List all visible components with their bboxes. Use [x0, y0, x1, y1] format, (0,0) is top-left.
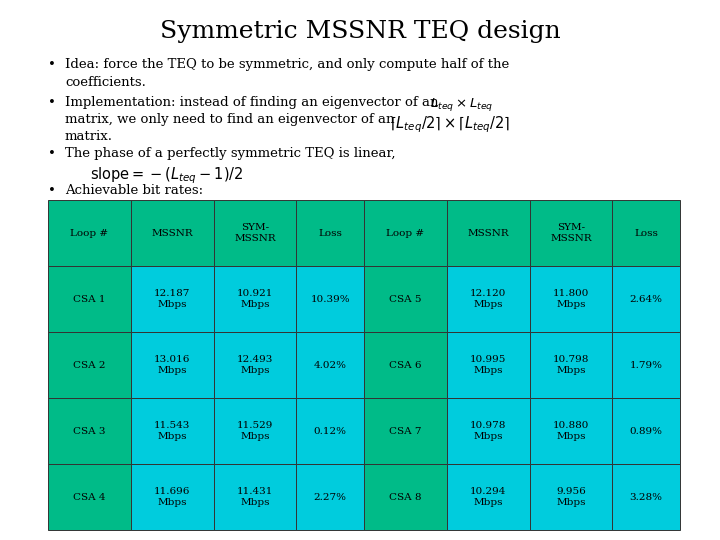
- Text: 10.978
Mbps: 10.978 Mbps: [470, 421, 506, 441]
- Bar: [131, 398, 214, 464]
- Text: 4.02%: 4.02%: [314, 361, 346, 369]
- Bar: [214, 398, 297, 464]
- Bar: [612, 464, 680, 530]
- Bar: [447, 266, 529, 332]
- Bar: [214, 332, 297, 398]
- Text: 10.294
Mbps: 10.294 Mbps: [470, 487, 506, 507]
- Text: •: •: [48, 184, 56, 197]
- Text: 1.79%: 1.79%: [630, 361, 662, 369]
- Bar: [529, 464, 612, 530]
- Bar: [612, 332, 680, 398]
- Bar: [48, 464, 131, 530]
- Text: The phase of a perfectly symmetric TEQ is linear,: The phase of a perfectly symmetric TEQ i…: [65, 147, 395, 160]
- Text: 10.39%: 10.39%: [310, 294, 350, 303]
- Text: 10.880
Mbps: 10.880 Mbps: [553, 421, 589, 441]
- Text: 0.12%: 0.12%: [314, 427, 346, 435]
- Text: CSA 7: CSA 7: [389, 427, 422, 435]
- Text: $\mathrm{slope} = -(L_{teq} - 1)/2$: $\mathrm{slope} = -(L_{teq} - 1)/2$: [90, 165, 243, 186]
- Text: •: •: [48, 58, 56, 71]
- Bar: [529, 200, 612, 266]
- Text: CSA 1: CSA 1: [73, 294, 106, 303]
- Text: •: •: [48, 96, 56, 109]
- Text: CSA 6: CSA 6: [389, 361, 422, 369]
- Text: matrix, we only need to find an eigenvector of an: matrix, we only need to find an eigenvec…: [65, 113, 395, 126]
- Text: 12.493
Mbps: 12.493 Mbps: [237, 355, 273, 375]
- Text: SYM-
MSSNR: SYM- MSSNR: [234, 223, 276, 243]
- Bar: [297, 464, 364, 530]
- Bar: [529, 332, 612, 398]
- Text: $L_{teq} \times L_{teq}$: $L_{teq} \times L_{teq}$: [430, 96, 493, 113]
- Bar: [214, 266, 297, 332]
- Text: CSA 8: CSA 8: [389, 492, 422, 502]
- Text: Symmetric MSSNR TEQ design: Symmetric MSSNR TEQ design: [160, 20, 560, 43]
- Text: 11.431
Mbps: 11.431 Mbps: [237, 487, 273, 507]
- Text: 13.016
Mbps: 13.016 Mbps: [154, 355, 190, 375]
- Text: Loop #: Loop #: [71, 228, 109, 238]
- Text: Idea: force the TEQ to be symmetric, and only compute half of the
coefficients.: Idea: force the TEQ to be symmetric, and…: [65, 58, 509, 89]
- Bar: [447, 464, 529, 530]
- Text: Loss: Loss: [634, 228, 658, 238]
- Text: $\lceil L_{teq}/2 \rceil \times \lceil L_{teq}/2 \rceil$: $\lceil L_{teq}/2 \rceil \times \lceil L…: [390, 114, 510, 134]
- Bar: [48, 398, 131, 464]
- Text: 3.28%: 3.28%: [630, 492, 662, 502]
- Bar: [131, 266, 214, 332]
- Text: Loop #: Loop #: [387, 228, 425, 238]
- Bar: [297, 266, 364, 332]
- Text: 12.187
Mbps: 12.187 Mbps: [154, 289, 190, 309]
- Text: 9.956
Mbps: 9.956 Mbps: [556, 487, 586, 507]
- Text: MSSNR: MSSNR: [151, 228, 193, 238]
- Text: 2.27%: 2.27%: [314, 492, 346, 502]
- Text: CSA 2: CSA 2: [73, 361, 106, 369]
- Bar: [48, 200, 131, 266]
- Text: SYM-
MSSNR: SYM- MSSNR: [550, 223, 592, 243]
- Text: CSA 3: CSA 3: [73, 427, 106, 435]
- Bar: [364, 332, 447, 398]
- Text: 11.543
Mbps: 11.543 Mbps: [154, 421, 190, 441]
- Bar: [364, 464, 447, 530]
- Bar: [364, 200, 447, 266]
- Text: Loss: Loss: [318, 228, 342, 238]
- Text: •: •: [48, 147, 56, 160]
- Bar: [48, 266, 131, 332]
- Bar: [131, 200, 214, 266]
- Text: CSA 5: CSA 5: [389, 294, 422, 303]
- Text: MSSNR: MSSNR: [467, 228, 509, 238]
- Bar: [364, 398, 447, 464]
- Bar: [447, 398, 529, 464]
- Bar: [297, 332, 364, 398]
- Bar: [447, 332, 529, 398]
- Bar: [214, 200, 297, 266]
- Text: 0.89%: 0.89%: [630, 427, 662, 435]
- Text: 10.798
Mbps: 10.798 Mbps: [553, 355, 589, 375]
- Text: CSA 4: CSA 4: [73, 492, 106, 502]
- Text: matrix.: matrix.: [65, 130, 113, 143]
- Bar: [612, 266, 680, 332]
- Bar: [48, 332, 131, 398]
- Bar: [297, 200, 364, 266]
- Text: 11.800
Mbps: 11.800 Mbps: [553, 289, 589, 309]
- Text: Achievable bit rates:: Achievable bit rates:: [65, 184, 203, 197]
- Bar: [529, 266, 612, 332]
- Text: Implementation: instead of finding an eigenvector of an: Implementation: instead of finding an ei…: [65, 96, 443, 109]
- Text: 10.995
Mbps: 10.995 Mbps: [470, 355, 506, 375]
- Bar: [131, 332, 214, 398]
- Bar: [131, 464, 214, 530]
- Bar: [612, 200, 680, 266]
- Bar: [214, 464, 297, 530]
- Text: 10.921
Mbps: 10.921 Mbps: [237, 289, 273, 309]
- Text: 2.64%: 2.64%: [630, 294, 662, 303]
- Bar: [297, 398, 364, 464]
- Text: 11.696
Mbps: 11.696 Mbps: [154, 487, 190, 507]
- Bar: [447, 200, 529, 266]
- Bar: [364, 266, 447, 332]
- Bar: [529, 398, 612, 464]
- Text: 12.120
Mbps: 12.120 Mbps: [470, 289, 506, 309]
- Text: 11.529
Mbps: 11.529 Mbps: [237, 421, 273, 441]
- Bar: [612, 398, 680, 464]
